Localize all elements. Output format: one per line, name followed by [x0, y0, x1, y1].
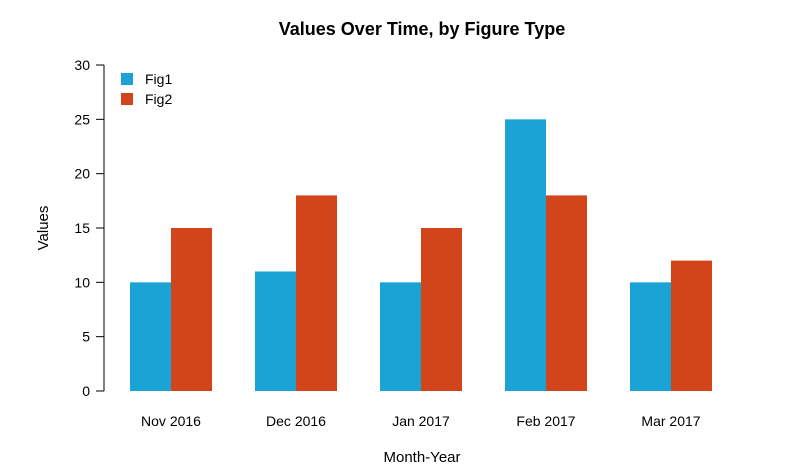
- chart-title: Values Over Time, by Figure Type: [279, 19, 565, 39]
- y-tick-label: 30: [74, 57, 90, 73]
- x-tick-label: Mar 2017: [641, 413, 700, 429]
- x-axis-ticks: Nov 2016 Dec 2016 Jan 2017 Feb 2017 Mar 2017: [141, 413, 701, 429]
- bar-fig1-mar-2017: [630, 282, 671, 391]
- y-tick-label: 15: [74, 220, 90, 236]
- bar-fig2-mar-2017: [671, 260, 712, 391]
- legend-label-fig2: Fig2: [145, 91, 172, 107]
- y-tick-label: 25: [74, 111, 90, 127]
- y-tick-label: 20: [74, 166, 90, 182]
- y-axis-label: Values: [35, 206, 52, 251]
- x-tick-label: Feb 2017: [516, 413, 575, 429]
- x-axis-label: Month-Year: [384, 449, 461, 466]
- y-axis: 0 5 10 15 20 25 30: [74, 57, 105, 399]
- legend-swatch-fig1: [121, 73, 133, 85]
- bar-fig2-nov-2016: [171, 228, 212, 391]
- bar-fig1-nov-2016: [130, 282, 171, 391]
- bar-fig1-dec-2016: [255, 271, 296, 391]
- legend: Fig1 Fig2: [121, 71, 172, 107]
- bar-fig2-jan-2017: [421, 228, 462, 391]
- bar-fig1-jan-2017: [380, 282, 421, 391]
- y-tick-label: 0: [82, 383, 90, 399]
- bar-fig2-feb-2017: [546, 195, 587, 391]
- legend-swatch-fig2: [121, 93, 133, 105]
- x-tick-label: Jan 2017: [392, 413, 450, 429]
- bar-fig2-dec-2016: [296, 195, 337, 391]
- x-tick-label: Nov 2016: [141, 413, 201, 429]
- x-tick-label: Dec 2016: [266, 413, 326, 429]
- legend-label-fig1: Fig1: [145, 71, 172, 87]
- bars: [130, 119, 712, 391]
- bar-fig1-feb-2017: [505, 119, 546, 391]
- y-tick-label: 10: [74, 274, 90, 290]
- y-tick-label: 5: [82, 329, 90, 345]
